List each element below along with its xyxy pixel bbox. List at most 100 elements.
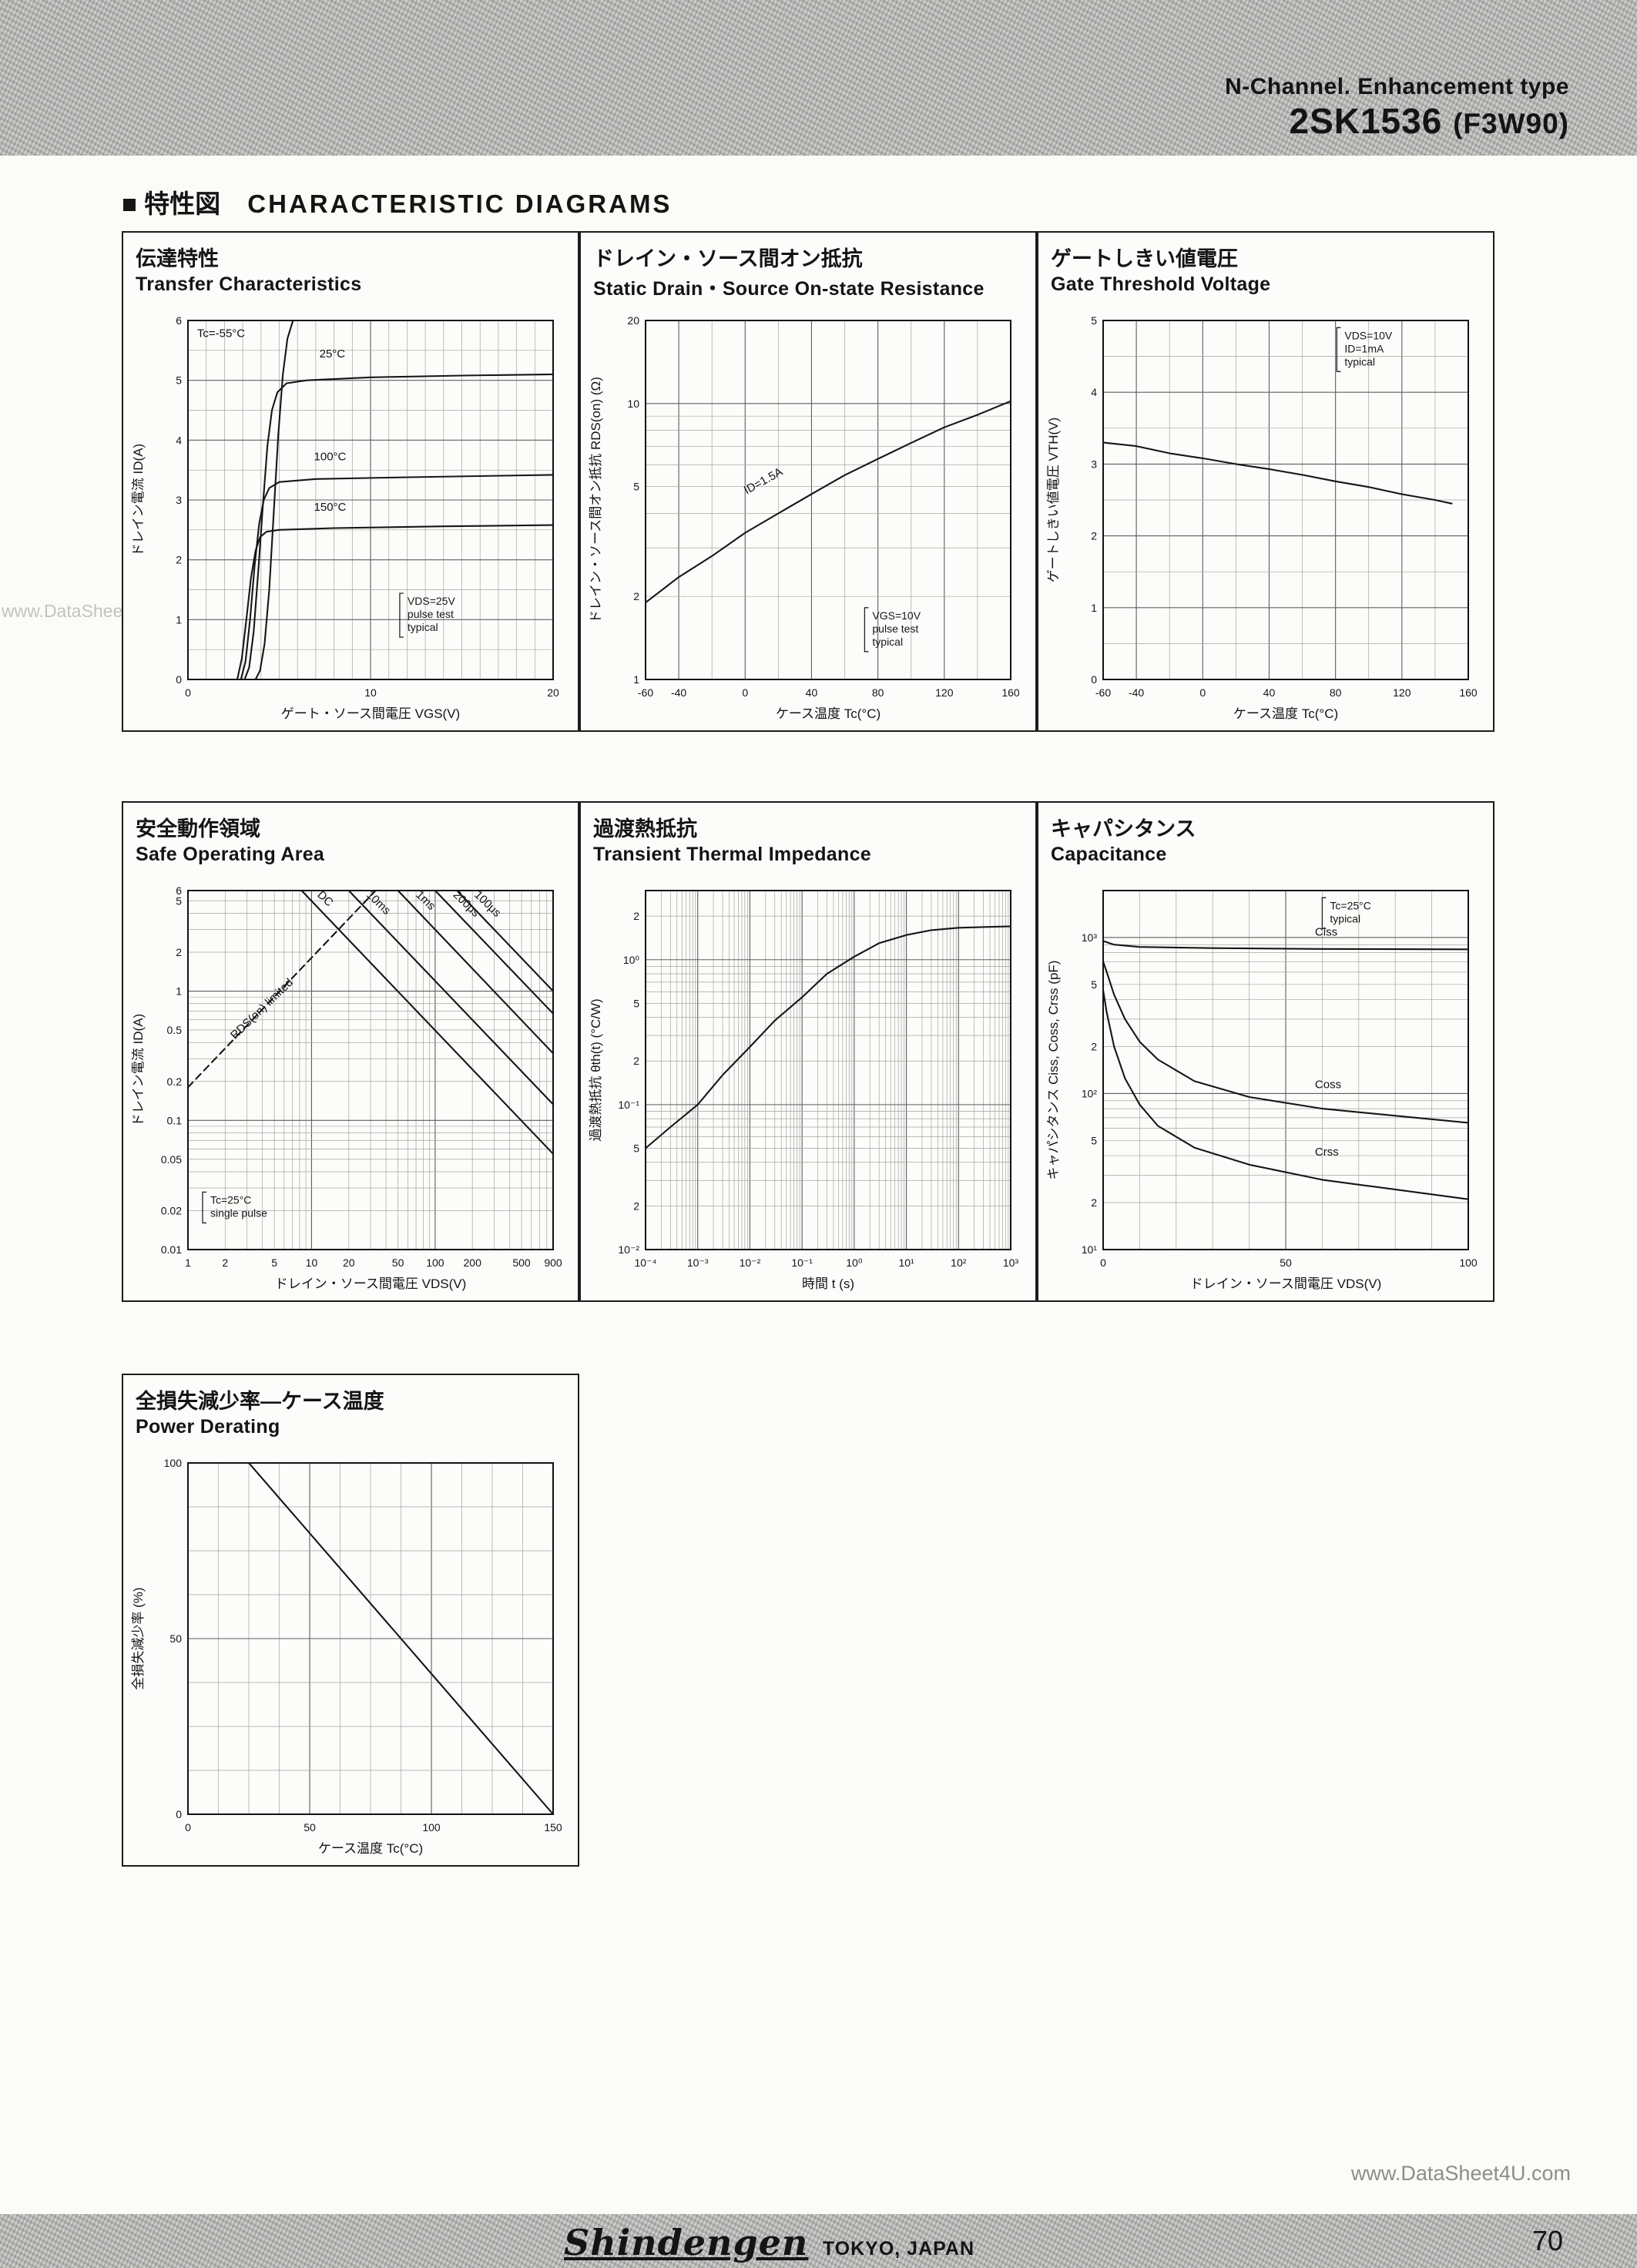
- svg-text:5: 5: [1091, 978, 1097, 991]
- panel-capacitance: キャパシタンス Capacitance 0 50 100 10³ 5 2 10² 5 2 10¹ ド…: [1037, 801, 1494, 1302]
- svg-text:10⁰: 10⁰: [623, 954, 640, 966]
- chart-title-ja: ゲートしきい値電圧: [1051, 247, 1238, 270]
- part-number: 2SK1536: [1289, 101, 1443, 141]
- svg-text:200: 200: [464, 1256, 482, 1269]
- svg-text:3: 3: [1091, 458, 1097, 470]
- page-number: 70: [1531, 2225, 1563, 2256]
- svg-text:Ciss: Ciss: [1315, 925, 1337, 938]
- svg-text:1ms: 1ms: [413, 888, 438, 913]
- svg-text:0: 0: [176, 673, 182, 686]
- svg-text:10: 10: [306, 1256, 318, 1269]
- svg-text:10⁰: 10⁰: [846, 1256, 863, 1269]
- svg-text:1: 1: [176, 985, 182, 998]
- svg-text:40: 40: [1263, 686, 1276, 699]
- svg-text:40: 40: [806, 686, 818, 699]
- svg-text:0: 0: [1100, 1256, 1106, 1269]
- header-part-number: 2SK1536 (F3W90): [1289, 100, 1569, 142]
- panel-power-derating: 全損失減少率―ケース温度 Power Derating 0 50 100 150 0 50…: [122, 1374, 579, 1867]
- svg-text:ケース温度 Tc(°C): ケース温度 Tc(°C): [776, 706, 881, 721]
- svg-text:ゲート・ソース間電圧 VGS(V): ゲート・ソース間電圧 VGS(V): [281, 706, 460, 721]
- svg-text:typical: typical: [1344, 355, 1375, 367]
- transfer-characteristics-plot: 0 10 20 0 1 2 3 4 5 6 ゲート・ソース間電圧 VGS(V) ドレイン電流 ID(A…: [129, 307, 572, 724]
- svg-text:typical: typical: [408, 621, 438, 633]
- svg-text:時間 t (s): 時間 t (s): [802, 1277, 854, 1291]
- svg-text:typical: typical: [1330, 912, 1360, 924]
- svg-text:10⁻⁴: 10⁻⁴: [635, 1256, 657, 1269]
- svg-text:50: 50: [169, 1632, 182, 1645]
- footer-location: TOKYO, JAPAN: [822, 2238, 975, 2260]
- shindengen-logo: Shindengen: [564, 2222, 809, 2263]
- svg-text:0: 0: [176, 1808, 182, 1820]
- svg-text:1: 1: [185, 1256, 191, 1269]
- svg-text:pulse test: pulse test: [408, 608, 454, 620]
- chart-title-en: Static Drain・Source On-state Resistance: [593, 278, 985, 300]
- svg-text:100°C: 100°C: [314, 451, 347, 464]
- chart-title-en: Transfer Characteristics: [136, 273, 362, 295]
- svg-text:DC: DC: [314, 888, 336, 909]
- panel-on-state-resistance: ドレイン・ソース間オン抵抗 Static Drain・Source On-sta…: [579, 231, 1037, 732]
- svg-text:10³: 10³: [1082, 931, 1098, 944]
- svg-text:2: 2: [633, 1199, 639, 1212]
- svg-text:0: 0: [1199, 686, 1206, 699]
- svg-text:50: 50: [392, 1256, 404, 1269]
- svg-text:5: 5: [633, 481, 639, 493]
- chart-title-ja: 伝達特性: [136, 247, 219, 270]
- svg-text:-60: -60: [638, 686, 653, 699]
- chart-title-ja: キャパシタンス: [1051, 817, 1196, 840]
- svg-text:10¹: 10¹: [1082, 1243, 1098, 1256]
- svg-text:10²: 10²: [951, 1256, 967, 1269]
- chart-title-ja: ドレイン・ソース間オン抵抗: [593, 247, 863, 270]
- svg-text:50: 50: [1280, 1256, 1292, 1269]
- chart-title-en: Gate Threshold Voltage: [1051, 273, 1271, 295]
- svg-text:5: 5: [1091, 314, 1097, 327]
- svg-text:Coss: Coss: [1315, 1079, 1341, 1092]
- svg-text:2: 2: [1091, 530, 1097, 542]
- svg-text:0.1: 0.1: [167, 1114, 183, 1126]
- svg-text:全損失減少率 (%): 全損失減少率 (%): [131, 1587, 146, 1689]
- svg-text:120: 120: [935, 686, 954, 699]
- chart-title-en: Power Derating: [136, 1416, 280, 1438]
- svg-text:2: 2: [633, 910, 639, 922]
- svg-text:10⁻¹: 10⁻¹: [791, 1256, 813, 1269]
- svg-text:2: 2: [633, 1055, 639, 1067]
- svg-text:pulse test: pulse test: [872, 622, 918, 635]
- svg-text:4: 4: [1091, 386, 1097, 398]
- svg-text:VGS=10V: VGS=10V: [872, 609, 921, 622]
- svg-text:25°C: 25°C: [320, 347, 346, 361]
- svg-text:-40: -40: [671, 686, 686, 699]
- svg-text:50: 50: [304, 1821, 316, 1834]
- transient-thermal-impedance-plot: 10⁻⁴ 10⁻³ 10⁻² 10⁻¹ 10⁰ 10¹ 10² 10³ 2 10⁰ 5 2 10⁻¹ 5 2…: [587, 877, 1029, 1294]
- section-title-ja: ■ 特性図: [122, 190, 221, 218]
- svg-text:10⁻³: 10⁻³: [687, 1256, 709, 1269]
- svg-text:3: 3: [176, 494, 182, 506]
- svg-text:2: 2: [176, 946, 182, 958]
- svg-text:20: 20: [343, 1256, 355, 1269]
- svg-text:ケース温度 Tc(°C): ケース温度 Tc(°C): [318, 1841, 423, 1856]
- safe-operating-area-plot: 1 2 5 10 20 50 100 200 500 900 6 5 2 1 0.5 0.2 0.1 0.05 0.…: [129, 877, 572, 1294]
- gate-threshold-voltage-plot: -60 -40 0 40 80 120 160 0 1 2 3 4 5 ケース温度 Tc(°C) ゲートしき…: [1045, 307, 1487, 724]
- svg-text:VDS=10V: VDS=10V: [1344, 329, 1393, 341]
- svg-text:ドレイン・ソース間電圧 VDS(V): ドレイン・ソース間電圧 VDS(V): [1190, 1277, 1382, 1291]
- svg-text:0: 0: [185, 686, 191, 699]
- svg-text:Tc=25°C: Tc=25°C: [1330, 899, 1370, 911]
- part-suffix: (F3W90): [1453, 108, 1569, 139]
- svg-text:2: 2: [633, 590, 639, 602]
- svg-text:キャパシタンス Ciss, Coss, Crss (pF): キャパシタンス Ciss, Coss, Crss (pF): [1046, 961, 1061, 1180]
- section-title: ■ 特性図 CHARACTERISTIC DIAGRAMS: [122, 183, 672, 220]
- svg-text:0: 0: [742, 686, 748, 699]
- svg-text:VDS=25V: VDS=25V: [408, 595, 456, 607]
- svg-text:80: 80: [1330, 686, 1342, 699]
- svg-text:10³: 10³: [1003, 1256, 1019, 1269]
- svg-text:10¹: 10¹: [898, 1256, 914, 1269]
- svg-text:0.02: 0.02: [161, 1205, 182, 1217]
- chart-title-ja: 安全動作領域: [136, 817, 260, 840]
- chart-title-en: Capacitance: [1051, 844, 1167, 865]
- svg-text:1: 1: [1091, 602, 1097, 614]
- svg-text:4: 4: [176, 434, 182, 446]
- svg-text:150: 150: [544, 1821, 562, 1834]
- panel-transfer-characteristics: 伝達特性 Transfer Characteristics 0 10 20 0 1 2 3 4…: [122, 231, 579, 732]
- chart-title-ja: 全損失減少率―ケース温度: [136, 1390, 384, 1413]
- svg-text:ドレイン電流 ID(A): ドレイン電流 ID(A): [131, 1014, 146, 1126]
- svg-text:0.05: 0.05: [161, 1153, 182, 1166]
